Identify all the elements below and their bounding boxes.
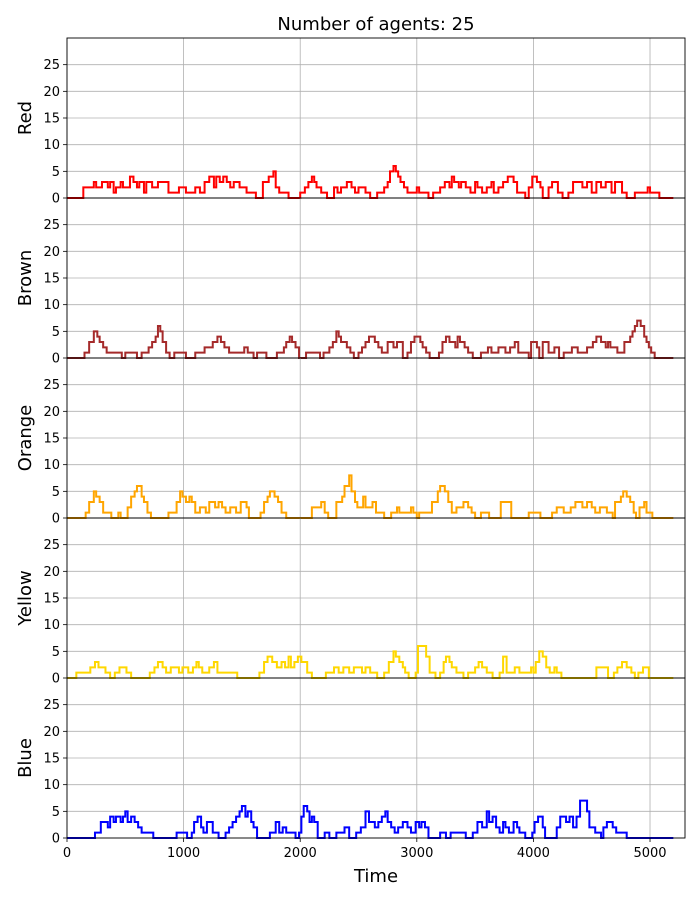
y-tick-label: 10 — [43, 458, 60, 473]
y-tick-label: 15 — [43, 592, 60, 607]
series-line-brown — [67, 319, 674, 359]
y-tick-label: 20 — [43, 725, 60, 740]
x-tick-label: 2000 — [284, 846, 317, 861]
y-tick-label: 25 — [43, 538, 60, 553]
x-tick-label: 3000 — [400, 846, 433, 861]
y-tick-label: 15 — [43, 112, 60, 127]
chart-title: Number of agents: 25 — [277, 14, 474, 35]
y-tick-label: 10 — [43, 778, 60, 793]
y-tick-label: 0 — [52, 832, 60, 847]
y-tick-label: 10 — [43, 138, 60, 153]
y-axis-label-red: Red — [15, 101, 36, 135]
y-tick-label: 10 — [43, 618, 60, 633]
x-tick-label: 0 — [63, 846, 71, 861]
panel-frame — [66, 677, 686, 839]
y-tick-label: 20 — [43, 405, 60, 420]
y-axis-label-orange: Orange — [15, 405, 36, 472]
y-tick-label: 5 — [52, 325, 60, 340]
y-tick-label: 15 — [43, 752, 60, 767]
y-tick-label: 0 — [52, 352, 60, 367]
y-tick-label: 5 — [52, 805, 60, 820]
y-tick-label: 20 — [43, 85, 60, 100]
series-line-red — [67, 165, 674, 199]
x-tick-label: 5000 — [633, 846, 666, 861]
y-tick-label: 5 — [52, 645, 60, 660]
panel-blue: 0 5 10 15 20 25 Blue — [15, 677, 686, 847]
y-tick-label: 5 — [52, 165, 60, 180]
x-tick-label: 4000 — [517, 846, 550, 861]
y-tick-label: 25 — [43, 218, 60, 233]
x-axis-label: Time — [353, 866, 398, 887]
y-tick-label: 20 — [43, 245, 60, 260]
y-tick-label: 25 — [43, 378, 60, 393]
y-tick-label: 25 — [43, 58, 60, 73]
y-tick-label: 10 — [43, 298, 60, 313]
panel-brown: 0 5 10 15 20 25 Brown — [15, 197, 686, 367]
y-tick-label: 20 — [43, 565, 60, 580]
y-tick-label: 15 — [43, 432, 60, 447]
y-tick-label: 0 — [52, 512, 60, 527]
panel-yellow: 0 5 10 15 20 25 Yellow — [15, 517, 686, 687]
panel-orange: 0 5 10 15 20 25 Orange — [15, 357, 686, 527]
panel-red: 0 5 10 15 20 25 Red — [15, 37, 686, 207]
y-axis-label-brown: Brown — [15, 250, 36, 307]
y-tick-label: 25 — [43, 698, 60, 713]
x-tick-label: 1000 — [167, 846, 200, 861]
y-axis-label-blue: Blue — [15, 738, 36, 778]
y-tick-label: 0 — [52, 192, 60, 207]
series-line-blue — [67, 799, 674, 839]
y-axis-label-yellow: Yellow — [15, 570, 36, 626]
y-tick-label: 15 — [43, 272, 60, 287]
series-line-yellow — [67, 645, 674, 679]
y-tick-label: 0 — [52, 672, 60, 687]
series-line-orange — [67, 474, 674, 519]
y-tick-label: 5 — [52, 485, 60, 500]
